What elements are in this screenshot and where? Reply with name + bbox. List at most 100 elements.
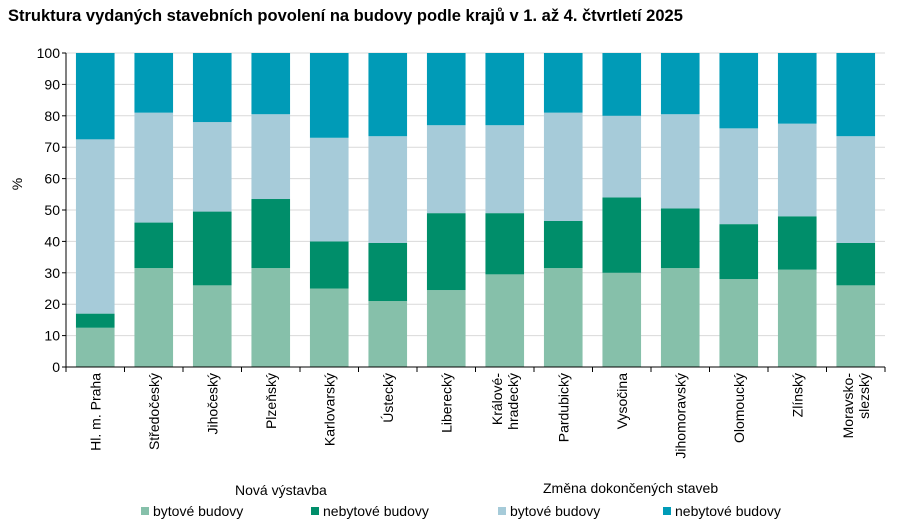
bar-segment <box>368 136 408 243</box>
bar-segment <box>777 269 817 367</box>
bar-segment <box>192 53 232 123</box>
x-tick-label-line: Karlovarský <box>321 373 337 446</box>
bar-segment <box>602 115 642 198</box>
bar-segment <box>368 53 408 137</box>
bar-segment <box>192 122 232 212</box>
bar-segment <box>602 272 642 367</box>
bar-segment <box>192 211 232 286</box>
y-tick-label: 40 <box>44 233 60 249</box>
x-tick-label: Jihočeský <box>204 373 220 434</box>
bar-segment <box>75 53 115 140</box>
bar-segment <box>75 327 115 367</box>
bar-segment <box>134 112 174 223</box>
bar-segment <box>543 112 583 221</box>
bar-segment <box>719 279 759 367</box>
x-tick-label-line: Pardubický <box>555 373 571 442</box>
x-tick-label: Pardubický <box>555 373 571 442</box>
bar-segment <box>251 199 291 269</box>
legend-item-new-residential: bytové budovy <box>141 503 243 519</box>
y-tick-label: 80 <box>44 108 60 124</box>
bar-segment <box>426 125 466 214</box>
bar-segment <box>836 242 876 286</box>
x-tick-label-line: Zlínský <box>789 373 805 417</box>
bar-segment <box>309 241 349 289</box>
legend-item-change-residential: bytové budovy <box>498 503 600 519</box>
y-tick-label: 90 <box>44 76 60 92</box>
legend-group-new-construction: Nová výstavba <box>235 482 327 498</box>
x-tick-label: Plzeňský <box>263 373 279 429</box>
y-tick-label: 20 <box>44 296 60 312</box>
bar-segment <box>309 288 349 367</box>
legend-label: bytové budovy <box>153 503 244 519</box>
x-tick-label: Hl. m. Praha <box>87 373 103 451</box>
y-tick-label: 10 <box>44 328 60 344</box>
legend-label: nebytové budovy <box>675 503 781 519</box>
bar-segment <box>660 114 700 209</box>
x-tick-label: Ústecký <box>380 373 396 423</box>
y-tick-label: 60 <box>44 171 60 187</box>
legend-label: bytové budovy <box>510 503 601 519</box>
bar-segment <box>368 301 408 367</box>
axes <box>62 52 886 372</box>
bar-segment <box>485 274 525 367</box>
x-tick-label: Moravsko-slezský <box>840 373 872 439</box>
x-tick-label: Karlovarský <box>321 373 337 446</box>
y-tick-label: 50 <box>44 202 60 218</box>
bar-segment <box>719 128 759 225</box>
x-tick-label-line: Olomoucký <box>731 373 747 443</box>
bar-segment <box>485 213 525 275</box>
bar-segment <box>309 137 349 242</box>
x-tick-label: Olomoucký <box>731 373 747 443</box>
bar-segment <box>719 224 759 280</box>
gridlines <box>66 52 885 337</box>
bar-segment <box>836 285 876 367</box>
bar-segment <box>134 222 174 269</box>
legend-swatch <box>311 507 319 515</box>
bar-segment <box>543 53 583 113</box>
legend-swatch <box>498 507 506 515</box>
legend-label: nebytové budovy <box>323 503 429 519</box>
bar-segment <box>426 213 466 291</box>
x-tick-label: Králové-hradecký <box>489 373 521 430</box>
bar-segment <box>192 285 232 367</box>
legend-swatch <box>141 507 149 515</box>
x-tick-label-line: Jihočeský <box>204 373 220 434</box>
x-tick-label-line: Králové- <box>489 373 505 425</box>
legend-item-change-nonresidential: nebytové budovy <box>663 503 781 519</box>
bar-segment <box>368 242 408 302</box>
bar-segment <box>485 53 525 126</box>
x-tick-label: Středočeský <box>146 373 162 450</box>
bar-segment <box>719 53 759 129</box>
bar-segment <box>134 268 174 367</box>
bar-segment <box>426 290 466 367</box>
bar-segment <box>602 53 642 116</box>
x-tick-label-line: Hl. m. Praha <box>87 373 103 451</box>
x-tick-label: Vysočina <box>614 373 630 430</box>
x-tick-label-line: Moravsko- <box>840 373 856 439</box>
y-tick-label: 70 <box>44 139 60 155</box>
x-tick-label-line: Liberecký <box>438 373 454 433</box>
y-axis-label: % <box>9 178 25 190</box>
x-tick-label-line: Ústecký <box>380 373 396 423</box>
x-tick-label-line: hradecký <box>505 373 521 430</box>
bar-segment <box>660 268 700 367</box>
bar-segment <box>309 53 349 138</box>
bar-segment <box>543 268 583 367</box>
bar-segment <box>251 53 291 115</box>
x-tick-label: Liberecký <box>438 373 454 433</box>
bar-segment <box>777 53 817 124</box>
x-tick-label-line: Vysočina <box>614 373 630 430</box>
x-tick-label-line: Jihomoravský <box>672 373 688 459</box>
y-tick-labels: 0 10 20 30 40 50 60 70 80 90 100 <box>37 45 61 375</box>
bar-segment <box>660 208 700 269</box>
bar-segment <box>426 53 466 126</box>
x-tick-label: Jihomoravský <box>672 373 688 459</box>
bar-segment <box>777 123 817 217</box>
x-tick-label-line: slezský <box>856 373 872 419</box>
bar-segment <box>602 197 642 273</box>
x-tick-label-line: Plzeňský <box>263 373 279 429</box>
legend-group-changes: Změna dokončených staveb <box>543 480 719 496</box>
bar-segment <box>543 220 583 269</box>
bar-segment <box>75 139 115 314</box>
